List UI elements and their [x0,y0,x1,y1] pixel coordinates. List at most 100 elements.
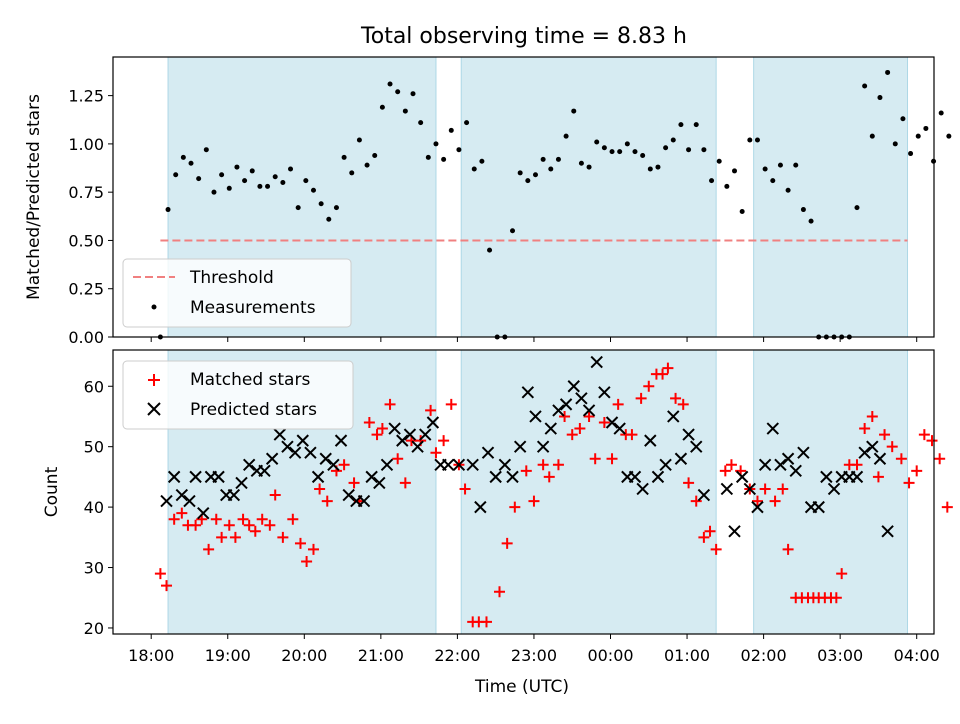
y-tick-label: 60 [84,377,104,396]
measurement-point [709,178,715,184]
matched-star-point [537,459,549,471]
observing-window-band [460,56,717,338]
matched-star-point [918,429,930,441]
matched-star-point [851,459,863,471]
predicted-star-point [544,422,557,435]
predicted-star-point [690,440,703,453]
matched-star-point [494,586,506,598]
measurement-point [601,145,607,151]
matched-stars-layer [154,362,953,628]
measurement-point [387,81,393,87]
predicted-star-point [636,482,649,496]
matched-star-point [926,435,938,447]
predicted-star-point [513,440,527,453]
bottom-legend: Matched stars Predicted stars [122,360,354,430]
predicted-star-point [575,392,588,405]
measurement-point [173,172,179,178]
predicted-star-point [334,434,348,447]
bottom-legend-box [122,360,354,430]
matched-star-point [872,471,884,483]
predicted-star-point [536,440,550,453]
predicted-star-point [628,470,642,484]
matched-star-point [836,568,848,580]
y-tick-label: 0.25 [68,280,104,299]
measurement-point [632,149,638,155]
measurement-point [586,164,592,170]
matched-star-point [759,483,771,495]
matched-star-point [903,477,915,489]
matched-star-point [574,423,586,435]
matched-star-point [216,531,228,543]
predicted-star-point [667,410,680,423]
matched-star-point [635,392,647,404]
legend-predicted-swatch [147,402,161,416]
matched-star-point [704,525,716,537]
top-axes-frame [112,56,935,338]
measurement-point [594,139,600,145]
measurement-point [739,208,745,214]
figure-title: Total observing time = 8.83 h [360,24,687,49]
predicted-star-point [605,416,619,429]
matched-star-point [371,429,383,441]
predicted-star-point [506,470,519,484]
measurement-point [732,168,738,174]
matched-star-point [690,495,702,507]
matched-star-point [566,429,578,441]
predicted-star-point [489,470,502,484]
predicted-star-point [598,386,611,399]
x-tick-label: 03:00 [817,646,863,665]
measurement-point [471,166,477,172]
predicted-star-point [720,482,734,496]
measurement-point [410,91,416,97]
predicted-star-point [552,404,565,417]
predicted-star-point [866,440,879,453]
measurement-point [487,247,493,253]
measurement-point [219,172,225,178]
matched-star-point [626,429,638,441]
x-tick-label: 22:00 [434,646,480,665]
predicted-star-point [197,506,210,520]
predicted-stars-layer [160,355,894,538]
measurement-point [280,180,286,186]
matched-star-point [543,471,555,483]
y-tick-label: 1.00 [68,135,104,154]
measurement-point [754,137,760,143]
measurement-point [349,170,355,176]
top-y-ticks: 0.00 0.25 0.50 0.75 1.00 1.25 [68,87,113,347]
matched-star-point [480,616,492,628]
predicted-star-point [265,452,279,465]
top-y-axis-label: Matched/Predicted stars [24,94,44,300]
measurement-point [663,145,669,151]
matched-star-point [528,495,540,507]
matched-star-point [830,592,842,604]
matched-star-point [612,398,624,410]
matched-star-point [438,435,450,447]
measurement-point [647,166,653,172]
measurement-point [923,125,929,131]
measurement-point [272,174,278,180]
measurement-point [808,218,814,224]
matched-star-point [190,519,202,531]
matched-star-point [589,453,601,465]
predicted-star-point [613,422,626,435]
predicted-star-point [697,488,711,502]
predicted-star-point [175,488,189,502]
matched-star-point [719,465,731,477]
predicted-star-point [311,470,325,484]
predicted-star-point [728,525,741,538]
predicted-star-point [858,446,871,459]
x-tick-label: 00:00 [587,646,633,665]
observing-window-band [753,56,909,338]
matched-star-point [425,404,437,416]
measurement-point [885,69,891,75]
measurement-point [693,122,699,128]
measurement-point [532,172,538,178]
predicted-star-point [160,494,173,508]
predicted-star-point [751,500,764,514]
y-tick-label: 1.25 [68,87,104,106]
matched-star-point [223,519,235,531]
predicted-star-point [582,404,596,417]
matched-star-point [683,477,695,489]
matched-star-point [725,459,737,471]
matched-star-point [338,459,350,471]
